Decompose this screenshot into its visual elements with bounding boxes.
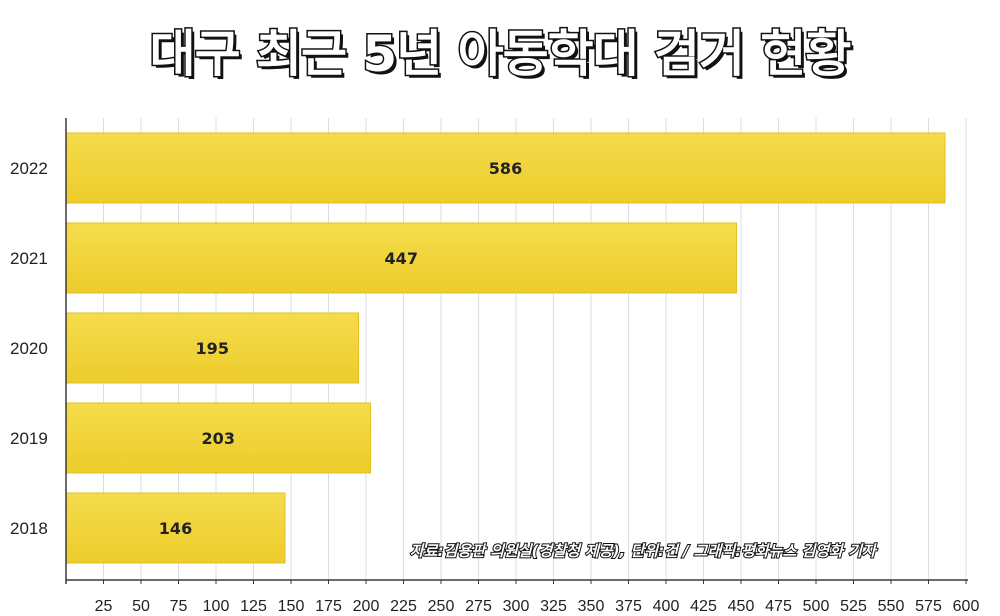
- x-tick-label-325: 325: [540, 598, 567, 615]
- data-label-2020: 195: [196, 339, 229, 358]
- x-tick-label-525: 525: [840, 598, 867, 615]
- x-tick-label-50: 50: [132, 598, 150, 615]
- x-tick-label-400: 400: [653, 598, 680, 615]
- category-label-2018: 2018: [10, 519, 48, 538]
- bar-2018: [65, 492, 286, 564]
- x-tick-label-250: 250: [428, 598, 455, 615]
- category-label-2021: 2021: [10, 249, 48, 268]
- x-tick-label-75: 75: [170, 598, 188, 615]
- category-label-2022: 2022: [10, 159, 48, 178]
- category-label-2020: 2020: [10, 339, 48, 358]
- x-tick-label-175: 175: [315, 598, 342, 615]
- x-tick-label-200: 200: [353, 598, 380, 615]
- data-label-2019: 203: [202, 429, 235, 448]
- x-tick-label-375: 375: [615, 598, 642, 615]
- x-tick-label-500: 500: [803, 598, 830, 615]
- x-tick-label-350: 350: [578, 598, 605, 615]
- x-tick-label-550: 550: [878, 598, 905, 615]
- source-note: 자료:김용판 의원실(경찰청 제공), 단위:건 / 그래픽:평화뉴스 김영화 …: [409, 541, 877, 561]
- data-label-2018: 146: [159, 519, 192, 538]
- data-label-2022: 586: [489, 159, 522, 178]
- x-tick-label-475: 475: [765, 598, 792, 615]
- x-tick-label-275: 275: [465, 598, 492, 615]
- bar-2022: [65, 132, 946, 204]
- x-tick-label-25: 25: [95, 598, 113, 615]
- x-tick-label-425: 425: [690, 598, 717, 615]
- x-tick-label-600: 600: [953, 598, 980, 615]
- x-tick-label-100: 100: [203, 598, 230, 615]
- bar-2021: [65, 222, 737, 294]
- x-tick-label-125: 125: [240, 598, 267, 615]
- chart-title: 대구 최근 5년 아동학대 검거 현황: [148, 24, 853, 85]
- x-tick-label-450: 450: [728, 598, 755, 615]
- category-label-2019: 2019: [10, 429, 48, 448]
- bar-2019: [65, 402, 371, 474]
- x-tick-label-225: 225: [390, 598, 417, 615]
- x-tick-label-300: 300: [503, 598, 530, 615]
- x-tick-label-575: 575: [915, 598, 942, 615]
- data-label-2021: 447: [385, 249, 418, 268]
- x-tick-label-150: 150: [278, 598, 305, 615]
